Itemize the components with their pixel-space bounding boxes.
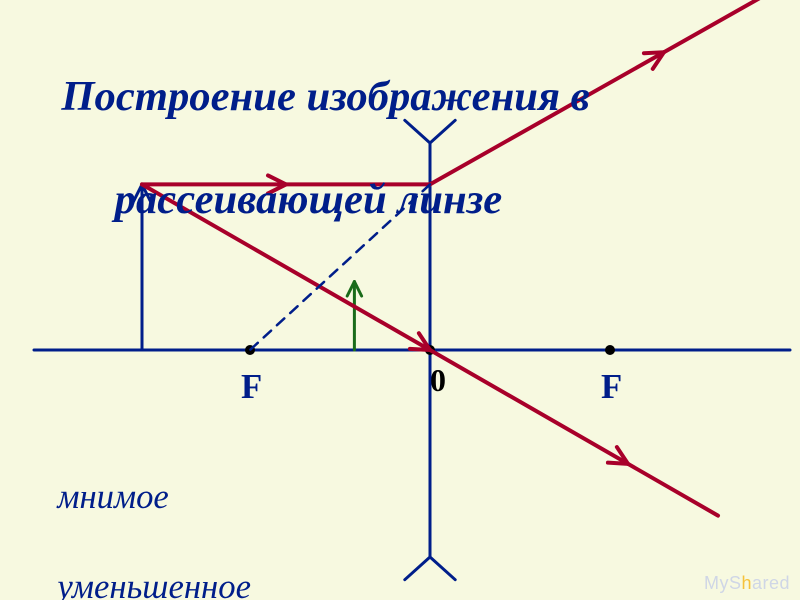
- watermark-accent: h: [741, 573, 752, 593]
- focal-point-right-label: F: [601, 368, 622, 407]
- desc-line-2: уменьшенное: [57, 568, 251, 600]
- watermark: MyShared: [704, 573, 790, 594]
- desc-line-1: мнимое: [57, 478, 168, 516]
- watermark-suffix: ared: [752, 573, 790, 593]
- focal-point-left-label: F: [241, 368, 262, 407]
- watermark-prefix: MyS: [704, 573, 742, 593]
- page-title: Построение изображения в рассеивающей ли…: [40, 20, 590, 225]
- title-line-1: Построение изображения в: [61, 73, 589, 120]
- image-properties: мнимое уменьшенное прямое: [40, 430, 251, 600]
- title-line-2: рассеивающей линзе: [61, 176, 502, 223]
- origin-label: 0: [430, 362, 446, 399]
